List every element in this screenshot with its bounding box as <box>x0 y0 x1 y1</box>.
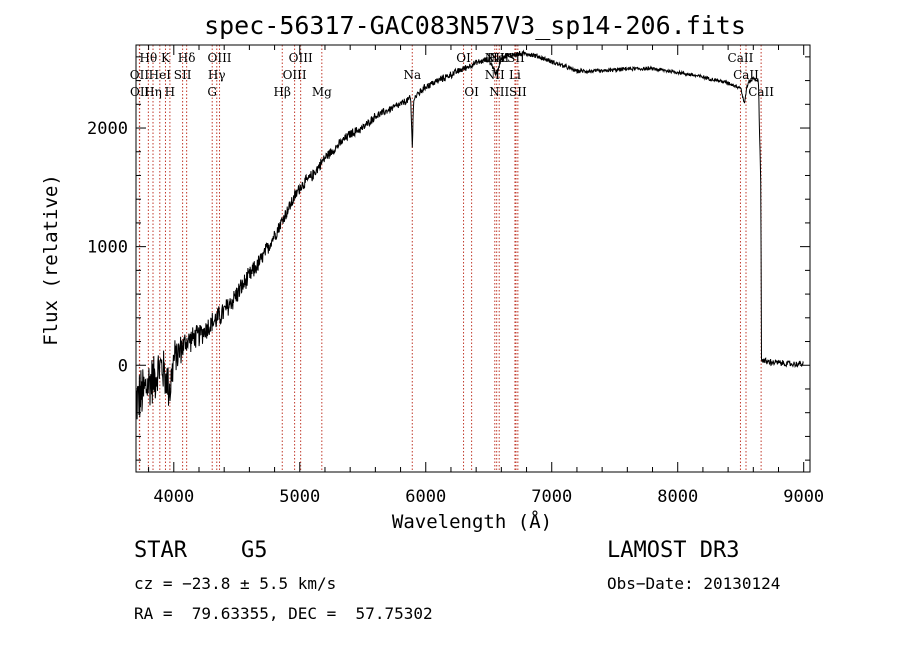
line-label-NII: NII <box>489 51 509 65</box>
line-label-OII: OII <box>130 68 150 82</box>
chart-title: spec-56317-GAC083N57V3_sp14-206.fits <box>204 11 746 40</box>
line-label-SII: SII <box>174 68 192 82</box>
line-label-Hδ: Hδ <box>178 51 196 65</box>
line-label-K: K <box>161 51 171 65</box>
line-label-H: H <box>165 85 175 99</box>
y-axis-ticks: 0 1000 2000 <box>87 56 810 461</box>
line-label-CaII: CaII <box>748 85 774 99</box>
line-label-Hγ: Hγ <box>208 68 226 82</box>
x-tick-label: 8000 <box>657 487 698 507</box>
observation-date: Obs−Date: 20130124 <box>607 574 781 593</box>
line-label-Mg: Mg <box>312 85 332 99</box>
x-tick-label: 5000 <box>279 487 320 507</box>
object-class: STAR <box>134 538 187 563</box>
line-label-OI: OI <box>464 85 479 99</box>
line-label-CaII: CaII <box>728 51 754 65</box>
y-axis-label: Flux (relative) <box>40 174 62 346</box>
x-axis-ticks: 4000 5000 6000 7000 8000 9000 <box>148 45 824 507</box>
line-label-Hα: Hα <box>487 51 506 65</box>
line-label-OIII: OIII <box>289 51 313 65</box>
x-tick-label: 4000 <box>153 487 194 507</box>
line-label-OIII: OIII <box>207 51 231 65</box>
line-label-Li: Li <box>509 68 521 82</box>
x-axis-label: Wavelength (Å) <box>392 510 552 533</box>
line-label-G: G <box>207 85 217 99</box>
line-label-OII: OII <box>130 85 150 99</box>
x-tick-label: 7000 <box>531 487 572 507</box>
coordinates: RA = 79.63355, DEC = 57.75302 <box>134 604 433 623</box>
line-label-Na: Na <box>403 68 421 82</box>
line-label-Hθ: Hθ <box>139 51 157 65</box>
line-label-NII: NII <box>489 85 509 99</box>
y-tick-label: 1000 <box>87 238 128 258</box>
x-tick-label: 9000 <box>783 487 824 507</box>
y-tick-label: 0 <box>118 356 128 376</box>
line-label-NII: NII <box>485 68 505 82</box>
line-label-HeI: HeI <box>149 68 172 82</box>
line-label-Hη: Hη <box>144 85 162 99</box>
x-tick-label: 6000 <box>405 487 446 507</box>
line-label-OI: OI <box>456 51 471 65</box>
line-label-Hβ: Hβ <box>274 85 291 99</box>
plot-frame <box>135 44 811 473</box>
survey-name: LAMOST DR3 <box>607 538 740 563</box>
spectrum-line <box>135 49 804 420</box>
y-tick-label: 2000 <box>87 119 128 139</box>
line-label-OIII: OIII <box>283 68 307 82</box>
redshift-velocity: cz = −23.8 ± 5.5 km/s <box>134 574 337 593</box>
spectral-line-markers <box>138 45 762 472</box>
line-label-SII: SII <box>509 85 527 99</box>
object-subclass: G5 <box>241 538 268 563</box>
